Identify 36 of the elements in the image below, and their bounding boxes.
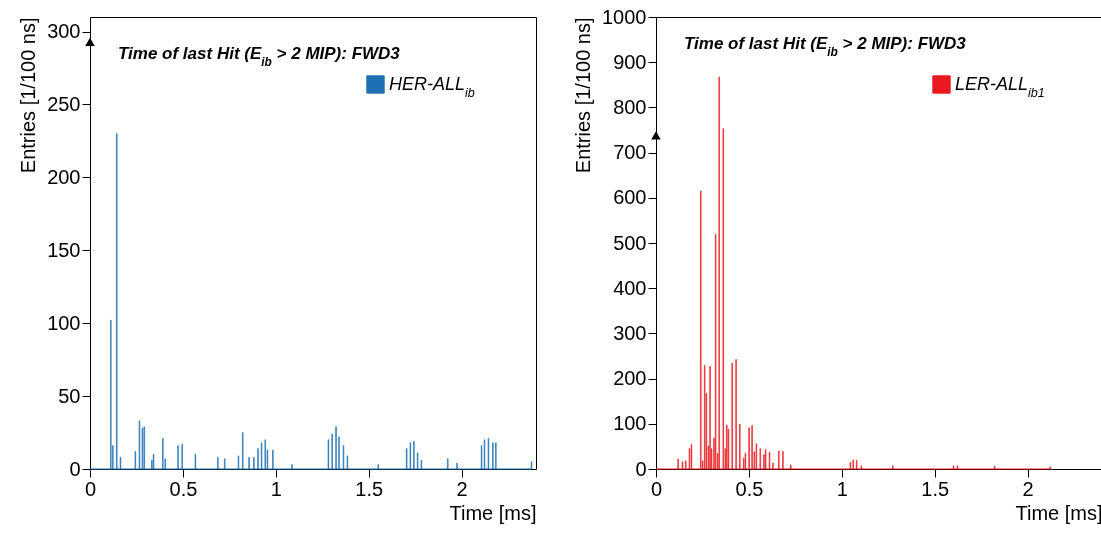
y-tick-label: 100 [613, 412, 647, 435]
y-tick-label: 100 [47, 311, 81, 334]
y-tick-label: 300 [613, 321, 647, 344]
y-tick-label: 500 [613, 231, 647, 254]
y-tick-label: 200 [47, 165, 81, 188]
x-tick-label: 0.5 [169, 477, 198, 500]
y-tick-label: 0 [69, 457, 81, 480]
y-tick-label: 0 [635, 457, 647, 480]
x-tick-label: 0 [650, 477, 663, 500]
x-tick-label: 1 [836, 477, 848, 500]
y-tick-label: 150 [47, 238, 81, 261]
y-tick-label: 900 [613, 50, 647, 73]
text: Time of last Hit (E$_{ib}$ > 2 MIP): FWD3 [118, 44, 401, 69]
x-tick-label: 1 [270, 477, 282, 500]
y-tick-label: 1000 [602, 5, 647, 28]
x-tick-label: 1.5 [921, 477, 950, 500]
y-tick-label: 600 [613, 186, 647, 209]
y-tick-label: 250 [47, 92, 81, 115]
text: Time of last Hit (E$_{ib}$ > 2 MIP): FWD3 [684, 34, 967, 59]
x-tick-label: 2 [456, 477, 468, 500]
x-tick-label: 0 [84, 477, 97, 500]
x-axis-title: Time [ms] [449, 501, 537, 524]
x-axis-title: Time [ms] [1015, 501, 1101, 524]
legend-label: HER-ALL$_{ib}$ [389, 73, 475, 100]
y-tick-label: 50 [58, 384, 81, 407]
y-tick-label: 400 [613, 276, 647, 299]
legend-label: LER-ALL$_{ib1}$ [955, 73, 1045, 100]
y-tick-label: 700 [613, 141, 647, 164]
x-tick-label: 2 [1022, 477, 1034, 500]
x-tick-label: 0.5 [735, 477, 764, 500]
x-tick-label: 1.5 [355, 477, 384, 500]
y-tick-label: 200 [613, 367, 647, 390]
y-tick-label: 300 [47, 20, 81, 43]
y-axis-title: Entries [1/100 ns] [17, 17, 40, 174]
y-tick-label: 800 [613, 95, 647, 118]
y-axis-title: Entries [1/100 ns] [572, 17, 595, 174]
